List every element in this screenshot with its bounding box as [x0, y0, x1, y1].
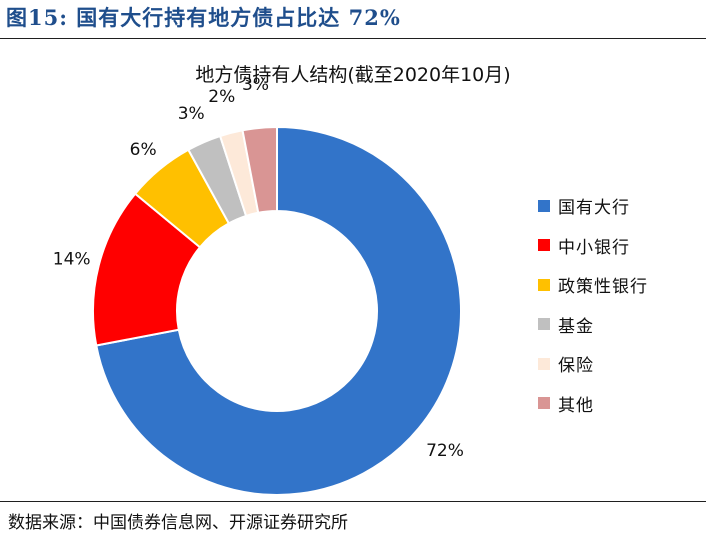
slice-1	[95, 125, 462, 496]
slice-label-3: 6%	[130, 140, 157, 160]
chart-legend: 国有大行中小银行政策性银行基金保险其他	[538, 186, 648, 423]
slice-label-5: 2%	[208, 87, 235, 107]
legend-swatch	[538, 318, 550, 331]
legend-item-6: 其他	[538, 384, 648, 424]
bottom-divider	[0, 501, 706, 502]
legend-label: 其他	[558, 395, 594, 416]
slice-label-1: 72%	[426, 441, 464, 461]
legend-swatch	[538, 239, 550, 252]
legend-label: 国有大行	[558, 198, 630, 219]
legend-item-2: 中小银行	[538, 226, 648, 266]
chart-title: 地方债持有人结构(截至2020年10月)	[195, 64, 511, 86]
legend-label: 政策性银行	[558, 277, 648, 298]
legend-item-3: 政策性银行	[538, 265, 648, 305]
legend-swatch	[538, 278, 550, 291]
legend-swatch	[538, 199, 550, 212]
figure-title: 图15: 国有大行持有地方债占比达 72%	[6, 5, 401, 30]
legend-label: 保险	[558, 356, 594, 377]
slice-6	[241, 125, 278, 214]
slice-label-6: 3%	[242, 75, 269, 95]
legend-swatch	[538, 397, 550, 410]
slice-label-2: 14%	[53, 249, 91, 269]
legend-label: 基金	[558, 316, 594, 337]
top-divider	[0, 38, 706, 39]
legend-item-1: 国有大行	[538, 186, 648, 226]
slice-label-4: 3%	[178, 104, 205, 124]
legend-swatch	[538, 357, 550, 370]
legend-item-4: 基金	[538, 305, 648, 345]
legend-item-5: 保险	[538, 344, 648, 384]
legend-label: 中小银行	[558, 237, 630, 258]
data-source: 数据来源：中国债券信息网、开源证券研究所	[8, 513, 348, 533]
